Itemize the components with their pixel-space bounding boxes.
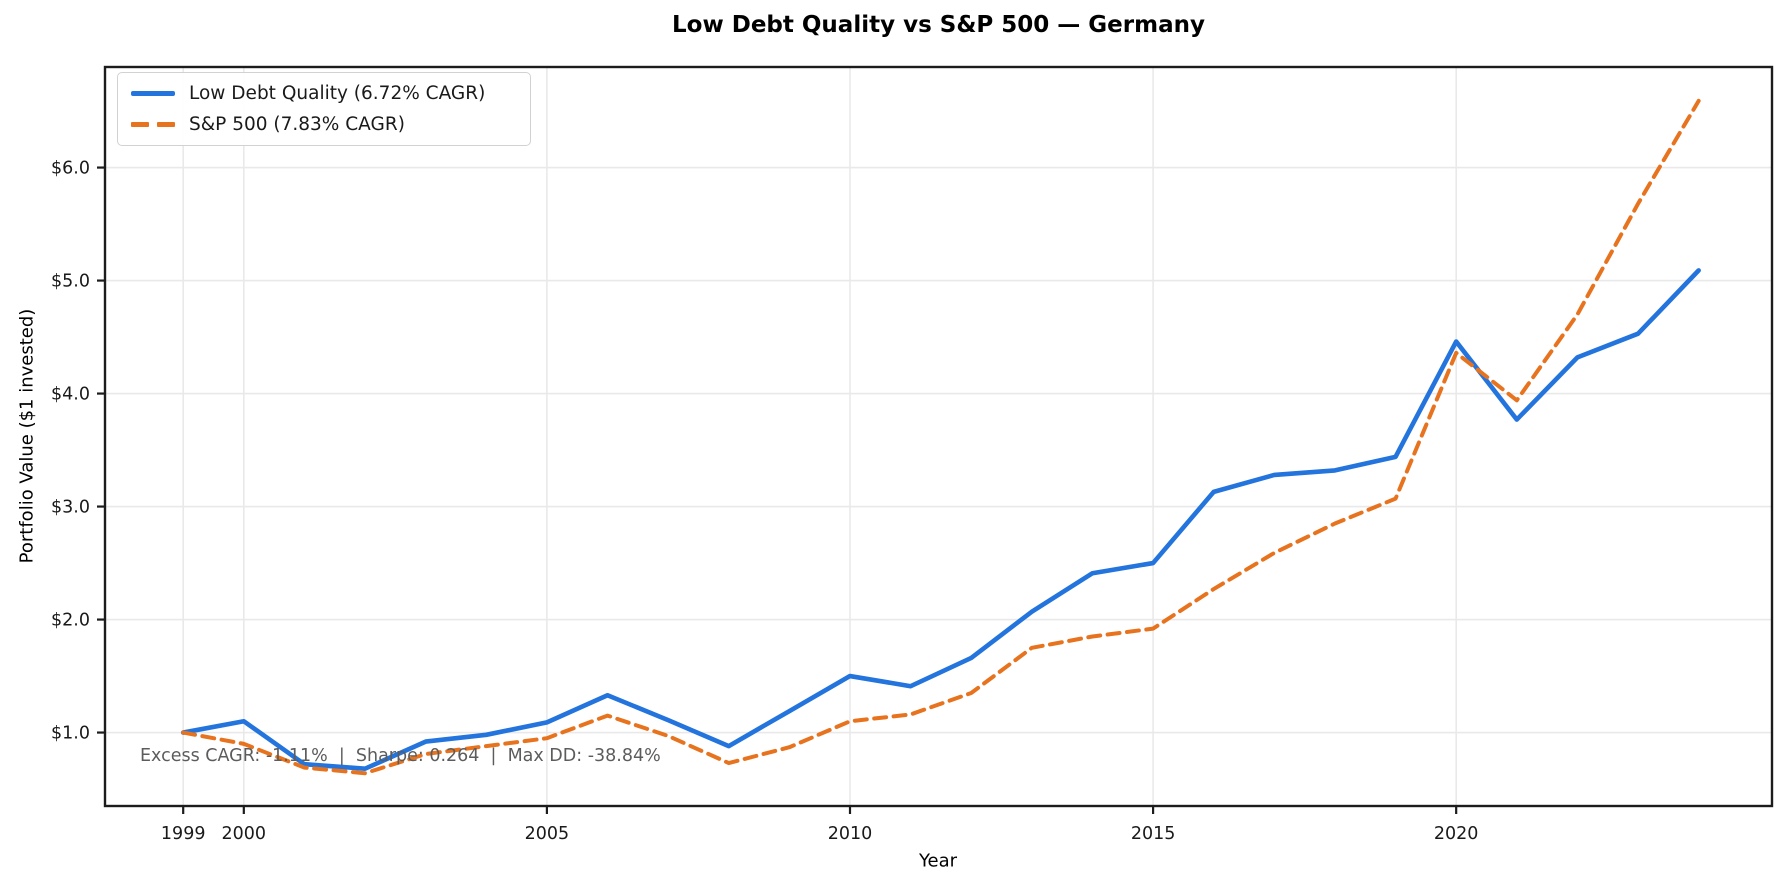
legend-entry-sp500: S&P 500 (7.83% CAGR) <box>131 114 530 135</box>
x-tick-label: 1999 <box>161 824 206 844</box>
series-line-sp500 <box>181 98 1701 776</box>
x-tick-label: 2020 <box>1434 824 1479 844</box>
x-tick-label: 2000 <box>222 824 267 844</box>
legend-label: Low Debt Quality (6.72% CAGR) <box>189 83 486 104</box>
orange-dash-icon <box>157 122 175 127</box>
legend: Low Debt Quality (6.72% CAGR) S&P 500 (7… <box>117 72 531 146</box>
legend-entry-low-debt-quality: Low Debt Quality (6.72% CAGR) <box>131 83 530 104</box>
y-tick-label: $4.0 <box>51 385 90 405</box>
x-tick-label: 2010 <box>828 824 873 844</box>
legend-line-sample-solid <box>131 91 175 96</box>
x-tick-label: 2005 <box>525 824 570 844</box>
x-tick-label: 2015 <box>1131 824 1176 844</box>
legend-label: S&P 500 (7.83% CAGR) <box>189 114 405 135</box>
chart-title: Low Debt Quality vs S&P 500 — Germany <box>672 12 1205 38</box>
stats-annotation: Excess CAGR: -1.11% | Sharpe: 0.264 | Ma… <box>140 746 661 766</box>
y-tick-label: $3.0 <box>51 498 90 518</box>
legend-line-sample-dashed <box>131 122 175 127</box>
series-layer <box>180 98 1701 776</box>
y-axis-label: Portfolio Value ($1 invested) <box>16 308 38 564</box>
blue-line-icon <box>131 91 175 96</box>
y-tick-label: $5.0 <box>51 272 90 292</box>
y-tick-label: $1.0 <box>51 724 90 744</box>
grid-layer <box>105 67 1772 806</box>
y-tick-label: $6.0 <box>51 159 90 179</box>
series-line-low-debt-quality <box>180 268 1701 772</box>
y-tick-label: $2.0 <box>51 611 90 631</box>
axis-layer: 1999 2000 2005 2010 2015 2020 $1.0 $2.0 $3.0 $4.0… <box>51 65 1774 844</box>
x-axis-label: Year <box>918 850 958 872</box>
plot-border <box>103 65 1774 808</box>
orange-dash-icon <box>131 122 149 127</box>
